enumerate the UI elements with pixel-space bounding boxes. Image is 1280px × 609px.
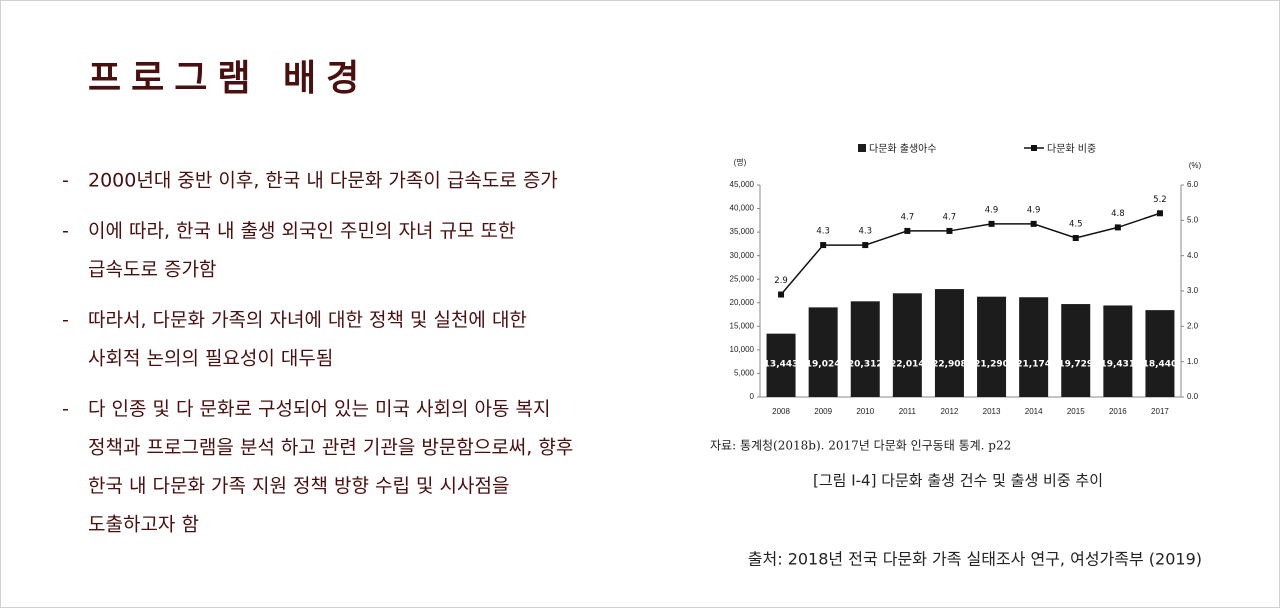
y-tick-label: 15,000 — [730, 321, 755, 330]
line-value-label: 4.8 — [1111, 209, 1125, 219]
x-tick-label: 2016 — [1109, 407, 1127, 416]
bar — [977, 296, 1007, 397]
y2-tick-label: 3.0 — [1187, 286, 1199, 295]
bullet-marker: - — [62, 220, 69, 242]
y-axis-label: (명) — [734, 157, 747, 167]
footer: 출처: 2018년 전국 다문화 가족 실태조사 연구, 여성가족부 (2019… — [748, 550, 1202, 569]
line-marker — [1114, 224, 1121, 231]
bullet-text: 도출하고자 함 — [88, 514, 199, 536]
y-tick-label: 45,000 — [730, 180, 755, 189]
bar-value-label: 22,014 — [890, 360, 925, 370]
y-tick-label: 35,000 — [730, 227, 755, 236]
bar — [1103, 305, 1133, 397]
bar-value-label: 21,290 — [974, 360, 1009, 370]
bullet-text: 급속도로 증가함 — [88, 259, 216, 281]
line-marker — [1030, 220, 1037, 227]
bullet-marker: - — [62, 398, 69, 420]
y2-tick-label: 6.0 — [1187, 180, 1199, 189]
bullet-text: 정책과 프로그램을 분석 하고 관련 기관을 방문함으로써, 향후 — [88, 437, 573, 459]
bar — [1061, 304, 1091, 397]
line-value-label: 4.5 — [1069, 220, 1083, 230]
bullet-text: 사회적 논의의 필요성이 대두됨 — [88, 348, 333, 370]
y-tick-label: 40,000 — [730, 204, 755, 213]
y2-tick-label: 0.0 — [1187, 392, 1199, 401]
bar-value-label: 22,908 — [932, 360, 967, 370]
bar-value-label: 13,443 — [764, 360, 799, 370]
y-tick-label: 30,000 — [730, 251, 755, 260]
bullet-text: 한국 내 다문화 가족 지원 정책 방향 수립 및 시사점을 — [88, 475, 509, 497]
line-marker — [862, 242, 869, 249]
line-marker — [988, 220, 995, 227]
bullet-text: 2000년대 중반 이후, 한국 내 다문화 가족이 급속도로 증가 — [88, 170, 558, 192]
y2-tick-label: 4.0 — [1187, 251, 1199, 260]
line-value-label: 4.7 — [943, 212, 957, 222]
line-marker — [1156, 210, 1163, 217]
line-marker — [946, 227, 953, 234]
y2-tick-label: 1.0 — [1187, 357, 1199, 366]
y-tick-label: 10,000 — [730, 345, 755, 354]
bullet-text: 따라서, 다문화 가족의 자녀에 대한 정책 및 실천에 대한 — [88, 309, 527, 331]
bullet-text: 이에 따라, 한국 내 출생 외국인 주민의 자녀 규모 또한 — [88, 220, 515, 242]
line-marker — [904, 227, 911, 234]
bar — [808, 307, 838, 397]
x-tick-label: 2012 — [941, 407, 959, 416]
line-value-label: 2.9 — [774, 276, 788, 286]
line-value-label: 4.3 — [858, 227, 872, 237]
bar — [892, 293, 922, 397]
line-marker — [1072, 235, 1079, 241]
bar-value-label: 18,440 — [1143, 360, 1178, 370]
x-tick-label: 2013 — [983, 407, 1001, 416]
y-tick-label: 5,000 — [734, 369, 755, 378]
bar-value-label: 19,024 — [806, 360, 841, 370]
bar-value-label: 21,174 — [1016, 360, 1051, 370]
bar-value-label: 19,729 — [1058, 360, 1093, 370]
x-tick-label: 2010 — [856, 407, 874, 416]
bullet-marker: - — [62, 170, 69, 192]
bullet-text: 다 인종 및 다 문화로 구성되어 있는 미국 사회의 아동 복지 — [88, 398, 550, 420]
x-tick-label: 2014 — [1025, 407, 1043, 416]
bar — [850, 301, 880, 397]
y2-tick-label: 2.0 — [1187, 321, 1199, 330]
legend-label: 다문화 비중 — [1047, 143, 1096, 155]
x-tick-label: 2011 — [899, 407, 917, 416]
legend-swatch — [858, 144, 866, 152]
legend-label: 다문화 출생아수 — [869, 143, 937, 155]
line — [780, 212, 1161, 296]
y2-tick-label: 5.0 — [1187, 215, 1199, 224]
bar — [1145, 310, 1175, 397]
slide-title: 프로그램 배경 — [88, 58, 369, 99]
x-tick-label: 2009 — [814, 407, 832, 416]
bar-value-label: 20,312 — [848, 360, 883, 370]
y-tick-label: 20,000 — [730, 298, 755, 307]
bar — [934, 289, 964, 397]
chart-caption: [그림 Ⅰ-4] 다문화 출생 건수 및 출생 비중 추이 — [813, 472, 1103, 490]
line-value-label: 5.2 — [1153, 195, 1167, 205]
y-tick-label: 0 — [750, 392, 755, 401]
line-marker — [820, 242, 827, 249]
x-tick-label: 2015 — [1067, 407, 1085, 416]
bar — [1019, 297, 1049, 397]
line-value-label: 4.9 — [985, 205, 999, 215]
line-value-label: 4.9 — [1027, 205, 1041, 215]
chart-source: 자료: 통계청(2018b). 2017년 다문화 인구동태 통계. p22 — [710, 439, 1011, 453]
y-tick-label: 25,000 — [730, 274, 755, 283]
bar — [766, 333, 796, 397]
line-value-label: 4.7 — [901, 212, 915, 222]
bar-value-label: 19,431 — [1100, 360, 1135, 370]
x-tick-label: 2017 — [1151, 407, 1169, 416]
line-marker — [778, 291, 785, 298]
legend-marker — [1031, 145, 1037, 151]
y2-axis-label: (%) — [1189, 161, 1202, 170]
bullet-marker: - — [62, 309, 69, 331]
line-value-label: 4.3 — [816, 227, 830, 237]
x-tick-label: 2008 — [772, 407, 790, 416]
